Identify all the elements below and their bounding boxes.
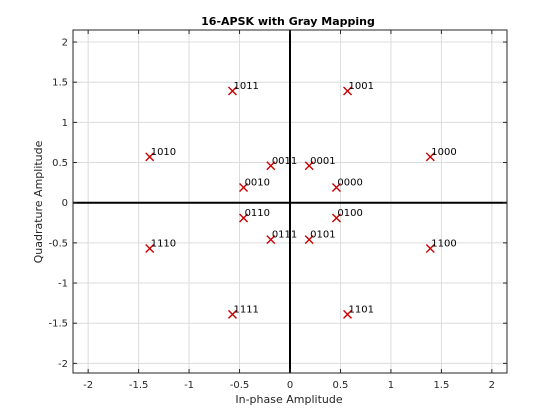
data-point: 1011 xyxy=(227,81,259,96)
x-tick-label: -0.5 xyxy=(230,380,250,391)
x-tick-label: 0 xyxy=(287,380,293,391)
data-point: 0110 xyxy=(239,208,270,223)
plot-frame: -2 -1.5 -1 -0.5 0 0.5 1 1.5 2 -2 -1.5 -1 -0.5 0 0.5 1 1.… xyxy=(48,29,508,391)
x-tick-label: -2 xyxy=(83,380,93,391)
data-point: 1100 xyxy=(425,238,457,253)
y-axis-label: Quadrature Amplitude xyxy=(32,140,45,263)
y-tick-label: 0 xyxy=(62,198,68,209)
x-tick-label: 2 xyxy=(489,380,495,391)
marker-x-stroke xyxy=(304,235,314,245)
data-point: 0111 xyxy=(266,230,297,245)
y-tick-label: 2 xyxy=(62,38,68,49)
data-point: 1001 xyxy=(343,81,374,96)
point-label: 0100 xyxy=(337,208,362,219)
marker-x-stroke xyxy=(239,182,249,192)
marker-x-stroke xyxy=(227,309,237,319)
point-label: 0110 xyxy=(245,208,270,219)
chart-title: 16-APSK with Gray Mapping xyxy=(201,15,375,28)
marker-x-stroke xyxy=(425,152,435,162)
zero-axes xyxy=(73,30,507,373)
x-tick-label: -1.5 xyxy=(129,380,149,391)
marker-x-stroke xyxy=(343,309,353,319)
data-point: 1110 xyxy=(145,238,176,253)
x-tick-label: 1.5 xyxy=(433,380,449,391)
marker-x-stroke xyxy=(145,243,155,253)
y-tick-label: -0.5 xyxy=(48,238,68,249)
data-point: 1111 xyxy=(227,304,259,319)
data-point: 0010 xyxy=(239,177,270,192)
x-axis-label: In-phase Amplitude xyxy=(235,393,342,406)
point-label: 1000 xyxy=(431,147,456,158)
marker-x-stroke xyxy=(145,152,155,162)
point-label: 1010 xyxy=(151,147,176,158)
y-tick-label: 0.5 xyxy=(52,158,68,169)
point-label: 1111 xyxy=(233,304,258,315)
x-tick-label: -1 xyxy=(184,380,194,391)
point-label: 0000 xyxy=(337,177,362,188)
marker-x-stroke xyxy=(227,86,237,96)
point-label: 0010 xyxy=(245,177,270,188)
point-label: 1100 xyxy=(431,238,456,249)
point-label: 1110 xyxy=(151,238,176,249)
marker-x-stroke xyxy=(266,235,276,245)
point-label: 1101 xyxy=(349,304,374,315)
y-tick-label: 1 xyxy=(62,118,68,129)
point-label: 0111 xyxy=(272,230,297,241)
y-tick-label: -2 xyxy=(58,359,68,370)
plot-border xyxy=(72,29,508,374)
point-label: 1011 xyxy=(233,81,258,92)
marker-x-stroke xyxy=(239,213,249,223)
point-label: 0001 xyxy=(310,156,335,167)
data-point: 0000 xyxy=(331,177,363,192)
point-label: 1001 xyxy=(349,81,374,92)
point-label: 0101 xyxy=(310,230,335,241)
marker-x-stroke xyxy=(425,243,435,253)
y-tick-label: 1.5 xyxy=(52,78,68,89)
data-point: 0011 xyxy=(266,156,297,171)
y-tick-label: -1.5 xyxy=(48,319,68,330)
marker-x-stroke xyxy=(343,86,353,96)
marker-x-stroke xyxy=(331,182,341,192)
data-point: 1000 xyxy=(425,147,457,162)
marker-x-stroke xyxy=(304,161,314,171)
marker-x-stroke xyxy=(331,213,341,223)
data-point: 0001 xyxy=(304,156,336,171)
x-tick-label: 1 xyxy=(388,380,394,391)
data-point: 0100 xyxy=(331,208,363,223)
data-point: 0101 xyxy=(304,230,336,245)
marker-x-stroke xyxy=(266,161,276,171)
data-point: 1010 xyxy=(145,147,176,162)
data-point: 1101 xyxy=(343,304,374,319)
x-tick-label: 0.5 xyxy=(333,380,349,391)
point-label: 0011 xyxy=(272,156,297,167)
y-tick-label: -1 xyxy=(58,279,68,290)
